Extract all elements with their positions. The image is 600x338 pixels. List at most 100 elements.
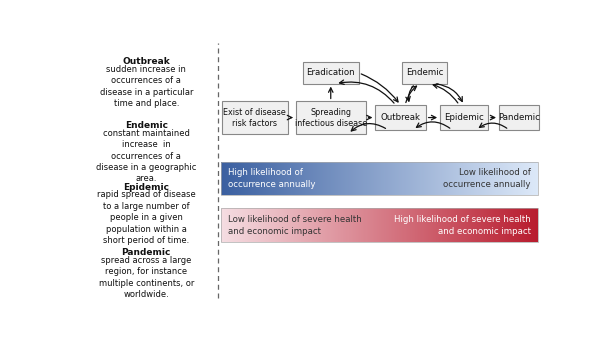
Bar <box>476 209 478 242</box>
Bar <box>471 162 473 195</box>
Bar <box>310 209 311 242</box>
Bar <box>437 162 439 195</box>
Bar <box>346 162 347 195</box>
Bar <box>266 162 268 195</box>
Bar <box>517 209 518 242</box>
Bar <box>279 162 280 195</box>
Bar <box>344 162 346 195</box>
Bar <box>430 162 431 195</box>
Bar <box>239 209 240 242</box>
Bar <box>256 209 257 242</box>
Bar <box>277 209 278 242</box>
Bar <box>446 209 447 242</box>
Bar <box>290 209 292 242</box>
Bar <box>512 209 514 242</box>
Bar <box>524 209 526 242</box>
Bar <box>392 162 394 195</box>
Bar <box>346 162 348 195</box>
Text: Epidemic: Epidemic <box>124 183 169 192</box>
Bar <box>228 162 230 195</box>
Bar <box>259 162 260 195</box>
Bar <box>521 209 522 242</box>
Bar <box>260 162 262 195</box>
Bar <box>365 209 367 242</box>
Bar <box>396 162 398 195</box>
Bar <box>341 162 343 195</box>
Bar <box>440 162 442 195</box>
Bar <box>284 209 286 242</box>
Bar <box>317 209 319 242</box>
Bar <box>433 209 434 242</box>
Bar <box>271 162 272 195</box>
Bar <box>374 209 376 242</box>
Bar <box>326 162 328 195</box>
Bar <box>329 209 331 242</box>
Bar <box>282 209 284 242</box>
Bar <box>364 162 366 195</box>
Bar <box>376 162 377 195</box>
Bar <box>301 162 302 195</box>
Bar <box>407 162 408 195</box>
Bar <box>307 162 309 195</box>
Bar <box>221 162 538 195</box>
Bar <box>229 209 230 242</box>
Bar <box>356 209 358 242</box>
Bar <box>292 162 293 195</box>
Bar <box>536 209 538 242</box>
Bar <box>339 162 341 195</box>
Bar <box>352 162 353 195</box>
Bar <box>493 162 495 195</box>
Bar <box>493 209 495 242</box>
Bar <box>418 209 420 242</box>
Bar <box>496 162 497 195</box>
Bar <box>401 209 403 242</box>
Bar <box>343 162 345 195</box>
Bar <box>320 209 322 242</box>
Bar <box>461 209 462 242</box>
Bar <box>508 209 509 242</box>
Bar <box>245 209 247 242</box>
Bar <box>479 209 480 242</box>
Bar <box>371 162 372 195</box>
Text: rapid spread of disease
to a large number of
people in a given
population within: rapid spread of disease to a large numbe… <box>97 190 196 245</box>
Bar <box>339 209 341 242</box>
Bar <box>280 209 281 242</box>
Bar <box>317 162 319 195</box>
Bar <box>246 162 248 195</box>
Bar <box>482 209 483 242</box>
Text: High likelihood of severe health
and economic impact: High likelihood of severe health and eco… <box>394 215 531 236</box>
Bar <box>489 209 491 242</box>
Text: Eradication: Eradication <box>307 68 355 77</box>
Bar <box>272 162 274 195</box>
Bar <box>362 162 364 195</box>
Bar <box>373 209 374 242</box>
Bar <box>362 209 364 242</box>
Bar <box>486 209 487 242</box>
Bar <box>229 162 230 195</box>
Bar <box>240 209 241 242</box>
Bar <box>368 162 370 195</box>
Bar <box>306 162 308 195</box>
Bar <box>245 162 247 195</box>
Bar <box>311 162 312 195</box>
Bar <box>301 209 302 242</box>
Bar <box>224 162 226 195</box>
Bar <box>376 209 377 242</box>
Bar <box>251 162 253 195</box>
Bar <box>455 209 457 242</box>
Bar <box>286 209 288 242</box>
Bar <box>257 209 259 242</box>
Bar <box>448 162 449 195</box>
Bar <box>424 162 425 195</box>
Bar <box>314 209 315 242</box>
Bar <box>489 162 491 195</box>
Bar <box>336 162 337 195</box>
Bar <box>318 162 319 195</box>
Bar <box>314 162 315 195</box>
Bar <box>457 162 458 195</box>
Bar <box>349 209 350 242</box>
Bar <box>299 209 301 242</box>
Bar <box>289 162 291 195</box>
Bar <box>394 209 395 242</box>
Bar <box>439 209 440 242</box>
